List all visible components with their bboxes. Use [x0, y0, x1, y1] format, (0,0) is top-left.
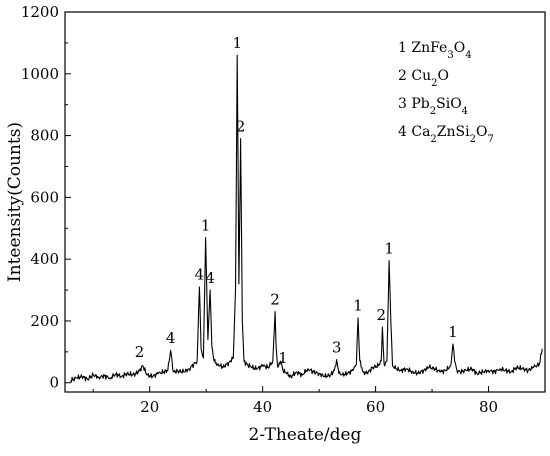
y-tick-label: 400 — [30, 250, 59, 268]
x-tick-label: 40 — [253, 398, 272, 416]
plot-frame — [64, 11, 546, 393]
x-tick-label: 20 — [140, 398, 159, 416]
peak-label: 4 — [166, 329, 176, 347]
y-tick-label: 1200 — [21, 3, 59, 21]
y-tick-label: 600 — [30, 188, 59, 206]
legend: 1 ZnFe3O4 2 Cu2O 3 Pb2SiO4 4 Ca2ZnSi2O7 — [398, 40, 494, 145]
peak-label: 2 — [376, 306, 386, 324]
peak-label: 4 — [205, 269, 215, 287]
peak-label: 4 — [195, 266, 205, 284]
y-tick-label: 1000 — [21, 65, 59, 83]
legend-entry: 2 Cu2O — [398, 68, 449, 89]
peak-label: 1 — [201, 216, 211, 234]
peak-label: 2 — [236, 117, 246, 135]
peak-label: 3 — [332, 338, 342, 356]
peak-label: 1 — [384, 239, 394, 257]
y-tick-label: 200 — [30, 312, 59, 330]
x-axis-title: 2-Theate/deg — [249, 425, 362, 445]
y-tick-label: 800 — [30, 127, 59, 145]
series-line — [70, 54, 543, 383]
peak-label: 1 — [278, 349, 288, 367]
y-tick-label: 0 — [49, 374, 59, 392]
legend-entry: 4 Ca2ZnSi2O7 — [398, 124, 494, 145]
legend-entry: 3 Pb2SiO4 — [398, 96, 468, 117]
peak-label: 1 — [353, 297, 363, 315]
peak-label: 1 — [448, 323, 458, 341]
x-tick-label: 80 — [479, 398, 498, 416]
x-tick-label: 60 — [366, 398, 385, 416]
y-axis-title: Inteensity(Counts) — [5, 122, 25, 282]
peak-label: 2 — [270, 290, 280, 308]
peak-label: 2 — [135, 343, 145, 361]
legend-entry: 1 ZnFe3O4 — [398, 40, 472, 61]
peak-label: 1 — [232, 34, 242, 52]
